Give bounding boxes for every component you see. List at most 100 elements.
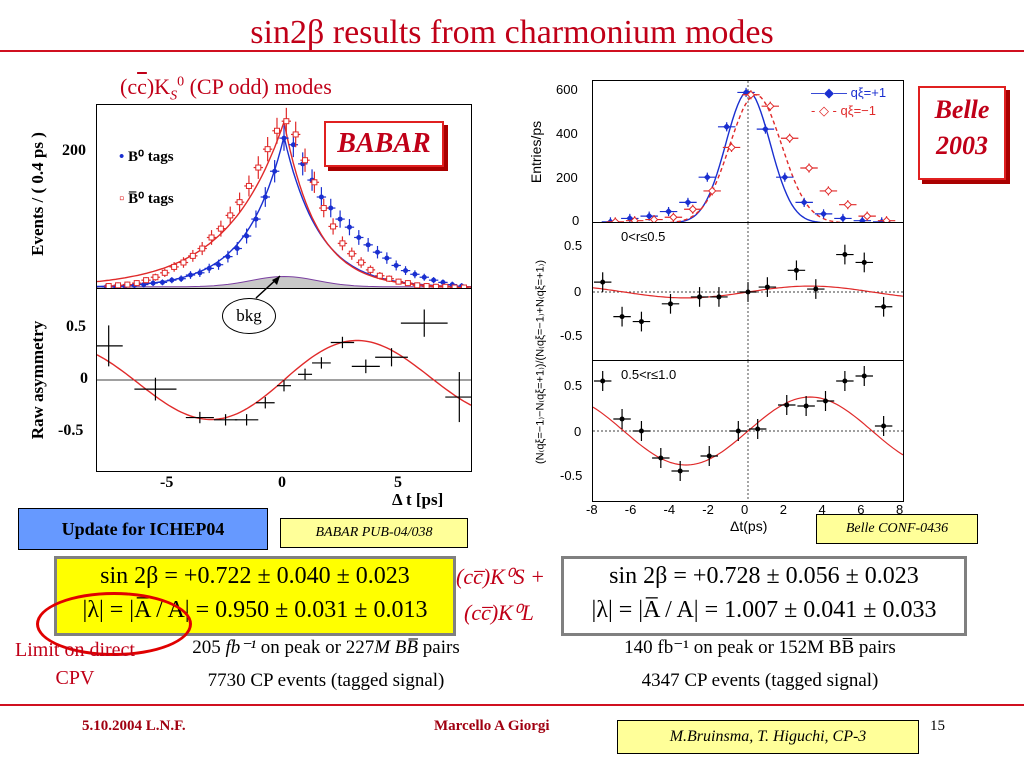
b0bar-point <box>330 223 337 230</box>
belle-bottom-ylabel-wrap: (N₍qξ=−1₎−N₍qξ=+1₎)/(N₍qξ=−1₎+N₍qξ=+1₎) <box>530 224 550 500</box>
b0-point <box>403 268 409 274</box>
belle-bottom-chart <box>593 361 903 501</box>
b0-point <box>197 270 203 276</box>
asym-point <box>881 304 887 310</box>
minus-point <box>746 90 756 99</box>
asym-point <box>881 423 887 429</box>
b0-point <box>356 234 362 240</box>
plus-point <box>820 210 828 218</box>
mode-s: S <box>170 88 178 104</box>
asym-fit-curve <box>593 396 903 466</box>
b0bar-point <box>414 282 421 289</box>
babar-btick-2: -0.5 <box>58 422 84 439</box>
b0bar-point <box>395 278 402 285</box>
b0-point <box>150 280 156 286</box>
b0bar-point <box>255 164 262 171</box>
b0bar-point <box>273 127 280 134</box>
babar-xtick-1: 0 <box>278 474 286 491</box>
belle-xtick: -4 <box>663 502 676 517</box>
belle-top-plot: —◆— qξ=+1 - ◇ - qξ=−1 <box>592 80 904 224</box>
b0bar-point <box>292 131 299 138</box>
belle-result-box: sin 2β = +0.728 ± 0.056 ± 0.023 |λ| = |A… <box>561 556 967 636</box>
belle-ytick-mid-2: -0.5 <box>560 328 583 343</box>
plus-point <box>781 173 789 181</box>
minus-point <box>649 215 659 223</box>
asym-point <box>745 289 751 295</box>
babar-bottom-plot <box>96 288 472 472</box>
minus-point <box>785 134 794 143</box>
belle-mode-kl: (cc̅)K⁰L <box>464 600 534 625</box>
b0bar-point <box>189 252 196 259</box>
asym-point <box>755 426 761 432</box>
footer-date: 5.10.2004 L.N.F. <box>82 718 186 734</box>
babar-top-plot: BABAR • B⁰ tags ▫ B̅⁰ tags <box>96 104 472 290</box>
b0-point <box>188 272 193 278</box>
babar-top-ylabel-wrap: Events / ( 0.4 ps ) <box>28 104 48 284</box>
footer-credit: M.Bruinsma, T. Higuchi, CP-3 <box>617 720 919 754</box>
babar-lumi-rest: on peak or <box>260 637 341 658</box>
belle-xtick: -6 <box>624 502 637 517</box>
belle-sin2beta: sin 2β = +0.728 ± 0.056 ± 0.023 <box>609 563 919 589</box>
limit-cpv-label: Limit on direct CPV <box>15 639 135 689</box>
asym-point <box>668 301 673 307</box>
b0-point <box>272 168 278 174</box>
plus-point <box>839 214 847 222</box>
plus-point <box>684 198 692 206</box>
b0bar-point <box>199 245 206 252</box>
babar-bottom-ylabel: Raw asymmetry <box>28 320 47 440</box>
b0-point <box>431 277 437 283</box>
b0-point <box>216 262 222 268</box>
belle-logo-name: Belle <box>934 95 990 124</box>
b0-point <box>169 277 175 283</box>
b0bar-point <box>115 282 122 289</box>
b0bar-point <box>432 283 439 289</box>
b0-point <box>346 224 352 230</box>
b0bar-point <box>245 182 252 189</box>
b0-point <box>206 265 212 271</box>
minus-point <box>688 205 697 214</box>
minus-point <box>669 213 678 222</box>
belle-top-ylabel-wrap: Entries/ps <box>526 82 546 222</box>
b0bar-point <box>386 275 393 282</box>
belle-xtick: -8 <box>586 502 598 517</box>
b0-point <box>328 205 334 211</box>
asym-point <box>706 453 712 459</box>
asym-point <box>716 294 722 300</box>
asym-point <box>861 373 867 379</box>
asym-point <box>600 378 606 384</box>
minus-point <box>843 200 852 209</box>
belle-legend-minus-label: qξ=−1 <box>840 103 876 118</box>
b0bar-point <box>152 274 159 281</box>
b0-point <box>412 271 418 277</box>
asym-point <box>638 428 644 434</box>
asym-point <box>677 468 683 474</box>
footer-author: Marcello A Giorgi <box>434 718 550 734</box>
b0-point <box>421 274 427 280</box>
b0bar-point <box>217 225 224 232</box>
mode-prefix: (c <box>120 74 138 99</box>
babar-sin2beta: sin 2β = +0.722 ± 0.040 ± 0.023 <box>100 563 410 589</box>
b0-point <box>225 254 231 260</box>
b0-point <box>290 142 296 148</box>
b0bar-point <box>180 259 187 266</box>
asym-point <box>823 398 828 404</box>
babar-top-ylabel: Events / ( 0.4 ps ) <box>28 132 47 256</box>
belle-xtick: 4 <box>818 502 826 517</box>
b0-point <box>234 246 240 252</box>
belle-logo-year: 2003 <box>936 131 988 160</box>
belle-panel1-label: 0<r≤0.5 <box>621 229 666 244</box>
belle-top-chart <box>593 81 903 223</box>
b0-point <box>262 194 268 200</box>
belle-xlabel: Δt(ps) <box>730 518 768 534</box>
belle-xtick: 8 <box>896 502 904 517</box>
babar-lumi-num: 205 <box>192 637 221 658</box>
belle-mode-ks: (cc̅)K⁰S + <box>456 564 546 589</box>
b0-point <box>393 262 399 268</box>
asym-point <box>619 416 625 422</box>
babar-xtick-2: 5 <box>394 474 402 491</box>
title-rule <box>0 50 1024 52</box>
b0bar-point <box>283 118 290 125</box>
b0-point <box>253 216 259 222</box>
b0bar-point <box>404 280 411 287</box>
belle-ytick-bot-2: -0.5 <box>560 468 583 483</box>
